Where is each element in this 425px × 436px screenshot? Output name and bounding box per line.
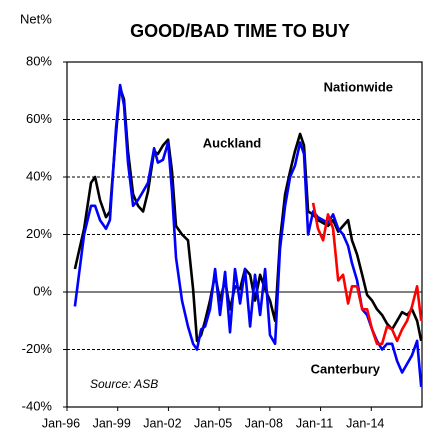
plot-frame	[66, 61, 423, 408]
y-tick-label: 80%	[26, 53, 52, 68]
x-tick-label: Jan-99	[93, 416, 131, 430]
series-label: Auckland	[203, 135, 262, 150]
y-tick-label: -40%	[22, 398, 53, 413]
y-tick-label: 20%	[26, 226, 52, 241]
x-tick-label: Jan-11	[296, 416, 333, 430]
x-tick-label: Jan-96	[42, 416, 80, 430]
x-tick-label: Jan-08	[245, 416, 283, 430]
series-line	[311, 202, 423, 346]
x-tick-label: Jan-02	[143, 416, 181, 430]
source-note: Source: ASB	[90, 377, 158, 391]
y-tick-label: 60%	[26, 111, 52, 126]
chart-title: GOOD/BAD TIME TO BUY	[130, 21, 350, 41]
y-tick-label: 0%	[33, 283, 52, 298]
y-axis-label: Net%	[20, 11, 52, 26]
x-tick-label: Jan-14	[346, 416, 384, 430]
series-label: Canterbury	[311, 361, 381, 376]
series-line	[73, 83, 423, 388]
y-tick-label: -20%	[22, 341, 53, 356]
series-label: Nationwide	[324, 79, 393, 94]
x-tick-label: Jan-05	[194, 416, 232, 430]
y-tick-label: 40%	[26, 168, 52, 183]
